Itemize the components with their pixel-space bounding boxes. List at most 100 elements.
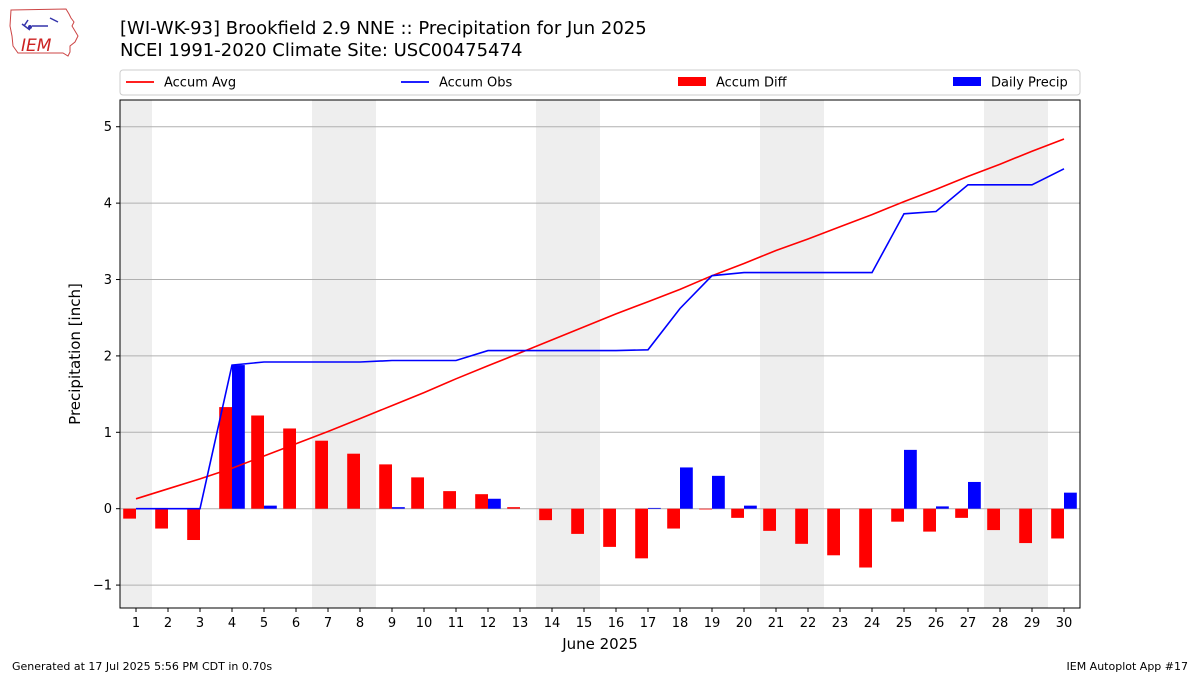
diff-bar (859, 508, 872, 568)
legend-item-accum-avg: Accum Avg (126, 76, 236, 91)
x-tick-label: 11 (448, 616, 465, 631)
diff-bar (251, 415, 264, 509)
legend-item-accum-obs: Accum Obs (401, 76, 512, 91)
weekend-band (536, 100, 600, 608)
diff-bar (123, 508, 136, 519)
diff-bar (955, 508, 968, 518)
precip-bar (648, 507, 661, 509)
y-tick-label: 0 (104, 502, 112, 517)
bar-marks (123, 365, 1077, 568)
generated-footer: Generated at 17 Jul 2025 5:56 PM CDT in … (12, 660, 273, 673)
x-tick-label: 30 (1056, 616, 1073, 631)
x-tick-label: 7 (324, 616, 332, 631)
legend-label: Accum Obs (439, 76, 512, 91)
legend-item-accum-diff: Accum Diff (678, 76, 788, 91)
x-tick-label: 22 (800, 616, 817, 631)
x-tick-label: 12 (480, 616, 497, 631)
precip-bar (968, 481, 981, 509)
diff-bar (571, 508, 584, 534)
x-tick-label: 24 (864, 616, 881, 631)
legend-swatch (678, 77, 706, 86)
legend-item-daily-precip: Daily Precip (953, 76, 1068, 91)
weekend-band (760, 100, 824, 608)
diff-bar (635, 508, 648, 559)
precip-bar (392, 507, 405, 509)
precip-bar (712, 475, 725, 509)
y-tick-label: 5 (104, 120, 112, 135)
diff-bar (539, 508, 552, 521)
x-tick-label: 8 (356, 616, 364, 631)
y-tick-label: −1 (93, 579, 112, 594)
diff-bar (923, 508, 936, 532)
diff-bar (219, 407, 232, 509)
x-tick-label: 20 (736, 616, 753, 631)
y-tick-label: 4 (104, 197, 112, 212)
x-tick-label: 1 (132, 616, 140, 631)
precip-bar (680, 467, 693, 509)
diff-bar (891, 508, 904, 522)
diff-bar (667, 508, 680, 529)
diff-bar (1051, 508, 1064, 539)
diff-bar (347, 453, 360, 509)
app-footer: IEM Autoplot App #17 (1066, 660, 1189, 673)
x-tick-label: 16 (608, 616, 625, 631)
x-tick-label: 9 (388, 616, 396, 631)
diff-bar (987, 508, 1000, 531)
x-tick-label: 3 (196, 616, 204, 631)
x-axis-label: June 2025 (561, 635, 638, 653)
diff-bar (475, 494, 488, 509)
precip-bar (488, 498, 501, 509)
gridlines (120, 126, 1080, 586)
diff-bar (731, 508, 744, 518)
x-tick-label: 17 (640, 616, 657, 631)
diff-bar (827, 508, 840, 556)
x-tick-label: 2 (164, 616, 172, 631)
weekend-band (120, 100, 152, 608)
diff-bar (699, 508, 712, 510)
legend: Accum Avg Accum Obs Accum Diff Daily Precip (119, 69, 1081, 96)
x-tick-label: 27 (960, 616, 977, 631)
chart-title: [WI-WK-93] Brookfield 2.9 NNE :: Precipi… (120, 18, 647, 39)
precip-bar (232, 365, 245, 509)
y-tick-label: 2 (104, 349, 112, 364)
x-tick-label: 10 (416, 616, 433, 631)
x-tick-label: 14 (544, 616, 561, 631)
precip-bar (904, 449, 917, 509)
diff-bar (507, 507, 520, 509)
diff-bar (379, 464, 392, 509)
legend-box (119, 69, 1081, 96)
x-tick-label: 26 (928, 616, 945, 631)
diff-bar (795, 508, 808, 544)
x-tick-label: 13 (512, 616, 529, 631)
diff-bar (763, 508, 776, 531)
accum-obs-line (136, 168, 1065, 510)
diff-bar (411, 477, 424, 509)
diff-bar (443, 491, 456, 509)
y-axis-label: Precipitation [inch] (66, 283, 84, 425)
x-tick-label: 28 (992, 616, 1009, 631)
x-tick-label: 15 (576, 616, 593, 631)
x-tick-label: 21 (768, 616, 785, 631)
precip-bar (936, 506, 949, 509)
y-tick-label: 3 (104, 273, 112, 288)
legend-label: Accum Avg (164, 76, 236, 91)
legend-label: Daily Precip (991, 76, 1068, 91)
diff-bar (603, 508, 616, 547)
y-tick-label: 1 (104, 426, 112, 441)
iem-logo: IEM (8, 6, 82, 64)
weekend-band (312, 100, 376, 608)
diff-bar (283, 428, 296, 509)
diff-bar (315, 440, 328, 509)
x-tick-label: 23 (832, 616, 849, 631)
precip-bar (264, 505, 277, 509)
x-tick-label: 19 (704, 616, 721, 631)
diff-bar (187, 508, 200, 541)
svg-text:IEM: IEM (21, 36, 52, 56)
diff-bar (155, 508, 168, 529)
legend-swatch (953, 77, 981, 86)
x-tick-label: 25 (896, 616, 913, 631)
accum-avg-line (135, 138, 1065, 500)
legend-label: Accum Diff (716, 76, 788, 91)
